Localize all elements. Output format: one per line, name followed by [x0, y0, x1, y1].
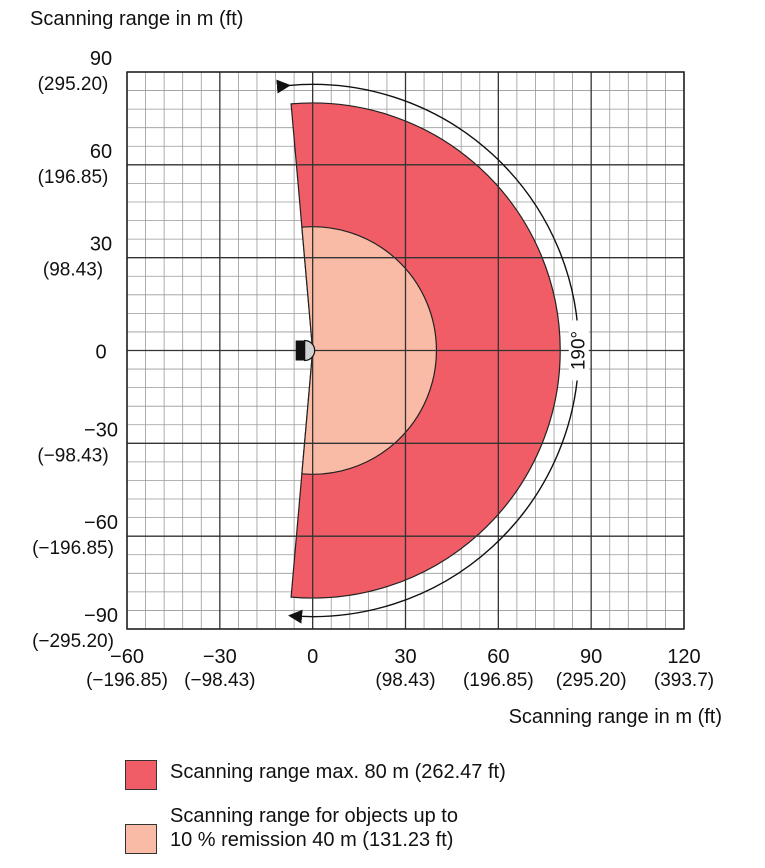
x-tick-label: 0: [307, 646, 318, 668]
plot-frame: [126, 71, 685, 630]
grid-major: [126, 71, 685, 630]
scanning-range-chart: Scanning range in m (ft) 190° 90(295.20)…: [30, 8, 722, 728]
y-tick-sublabel: (−295.20): [32, 631, 114, 652]
y-tick-sublabel: (98.43): [43, 260, 103, 281]
y-tick-label: 90: [90, 48, 112, 70]
y-tick-sublabel: (196.85): [38, 167, 109, 188]
x-tick-label: −60: [110, 646, 144, 668]
y-tick-label: −60: [84, 512, 118, 534]
x-tick-sublabel: (98.43): [375, 670, 435, 691]
scanner-head: [304, 339, 316, 362]
x-tick-label: 60: [487, 646, 509, 668]
x-axis-ticks: −60(−196.85) −30(−98.43) 0 30(98.43) 60(196.…: [86, 646, 714, 691]
scanner-device-icon: [295, 339, 316, 362]
angle-label: 190°: [568, 331, 589, 370]
x-axis-label: Scanning range in m (ft): [509, 706, 722, 728]
legend-label-remission-line2: 10 % remission 40 m (131.23 ft): [170, 829, 454, 851]
legend: Scanning range max. 80 m (262.47 ft) Sca…: [125, 760, 506, 868]
y-tick-label: −30: [84, 419, 118, 441]
y-tick-label: 30: [90, 234, 112, 256]
x-tick-sublabel: (−196.85): [86, 670, 168, 691]
legend-item-max-range: Scanning range max. 80 m (262.47 ft): [125, 760, 506, 790]
y-tick-sublabel: (−196.85): [32, 538, 114, 559]
angle-label-background: [568, 320, 589, 381]
y-tick-label: −90: [84, 605, 118, 627]
x-tick-label: 90: [580, 646, 602, 668]
y-tick-sublabel: (−98.43): [37, 445, 108, 466]
chart-title: Scanning range in m (ft): [30, 8, 243, 30]
x-tick-sublabel: (−98.43): [184, 670, 255, 691]
legend-label-max-range: Scanning range max. 80 m (262.47 ft): [170, 761, 506, 783]
y-tick-sublabel: (295.20): [38, 74, 109, 95]
y-axis-ticks: 90 (295.20) 60 (196.85) 30 (98.43) 0 −30 (−98.43…: [32, 48, 118, 652]
scanner-base: [295, 340, 306, 361]
y-tick-label: 60: [90, 141, 112, 163]
legend-label-remission-range: Scanning range for objects up to 10 % re…: [170, 804, 458, 852]
x-tick-label: −30: [203, 646, 237, 668]
x-tick-sublabel: (295.20): [556, 670, 627, 691]
x-tick-sublabel: (393.7): [654, 670, 714, 691]
remission-range-swatch: [125, 824, 157, 854]
legend-label-remission-line1: Scanning range for objects up to: [170, 805, 458, 827]
max-range-swatch: [125, 760, 157, 790]
x-tick-sublabel: (196.85): [463, 670, 534, 691]
legend-item-remission-range: Scanning range for objects up to 10 % re…: [125, 804, 506, 854]
x-tick-label: 120: [667, 646, 700, 668]
x-tick-label: 30: [394, 646, 416, 668]
y-tick-label: 0: [95, 342, 106, 364]
